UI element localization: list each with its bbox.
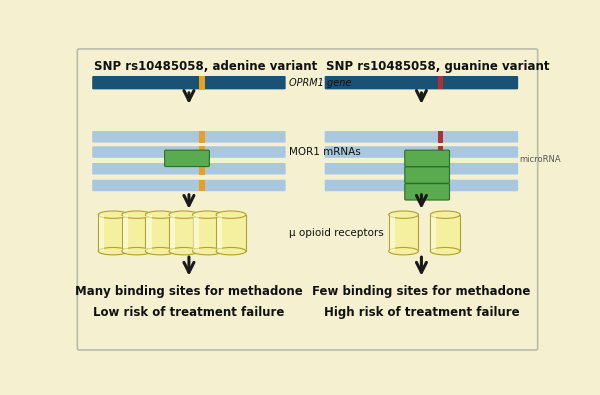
Ellipse shape [122,211,152,218]
Ellipse shape [98,248,128,255]
Text: Many binding sites for methadone: Many binding sites for methadone [75,285,303,298]
Text: High risk of treatment failure: High risk of treatment failure [323,306,519,319]
Bar [146,215,152,251]
Text: Low risk of treatment failure: Low risk of treatment failure [93,306,284,319]
Bar [438,76,443,89]
Text: microRNA: microRNA [519,155,561,164]
Bar [170,215,175,251]
FancyBboxPatch shape [92,76,286,89]
FancyBboxPatch shape [92,131,286,143]
Ellipse shape [145,211,175,218]
FancyBboxPatch shape [405,167,449,183]
Text: OPRM1 gene: OPRM1 gene [289,78,351,88]
Bar [98,215,128,251]
Bar [389,215,395,251]
Ellipse shape [216,211,246,218]
Bar [199,146,205,158]
Ellipse shape [193,211,223,218]
Text: SNP rs10485058, guanine variant: SNP rs10485058, guanine variant [326,60,550,73]
Bar [389,215,418,251]
Bar [431,215,436,251]
Bar [199,131,205,143]
FancyBboxPatch shape [325,146,518,158]
Ellipse shape [98,211,128,218]
Bar [199,180,205,191]
Bar [199,163,205,175]
Bar [169,215,199,251]
Bar [122,215,152,251]
Bar [193,215,223,251]
Ellipse shape [169,211,199,218]
Ellipse shape [389,248,418,255]
Ellipse shape [216,248,246,255]
Bar [438,146,443,158]
FancyBboxPatch shape [405,150,449,167]
FancyBboxPatch shape [92,163,286,175]
Ellipse shape [430,248,460,255]
Ellipse shape [389,211,418,218]
FancyBboxPatch shape [325,180,518,191]
Bar [123,215,128,251]
FancyBboxPatch shape [77,49,538,350]
FancyBboxPatch shape [325,76,518,89]
Bar [430,215,460,251]
FancyBboxPatch shape [405,184,449,200]
FancyBboxPatch shape [92,180,286,191]
Bar [438,180,443,191]
FancyBboxPatch shape [92,146,286,158]
FancyBboxPatch shape [164,150,209,167]
Ellipse shape [122,248,152,255]
Bar [438,163,443,175]
Ellipse shape [169,248,199,255]
Bar [217,215,222,251]
Ellipse shape [430,211,460,218]
Bar [99,215,104,251]
Text: MOR1 mRNAs: MOR1 mRNAs [289,147,361,157]
Ellipse shape [193,248,223,255]
Text: SNP rs10485058, adenine variant: SNP rs10485058, adenine variant [94,60,317,73]
Text: μ opioid receptors: μ opioid receptors [289,228,383,238]
FancyBboxPatch shape [325,131,518,143]
Bar [193,215,199,251]
Ellipse shape [145,248,175,255]
Bar [199,76,205,89]
Bar [438,131,443,143]
Bar [145,215,175,251]
FancyBboxPatch shape [325,163,518,175]
Bar [216,215,246,251]
Text: Few binding sites for methadone: Few binding sites for methadone [312,285,530,298]
